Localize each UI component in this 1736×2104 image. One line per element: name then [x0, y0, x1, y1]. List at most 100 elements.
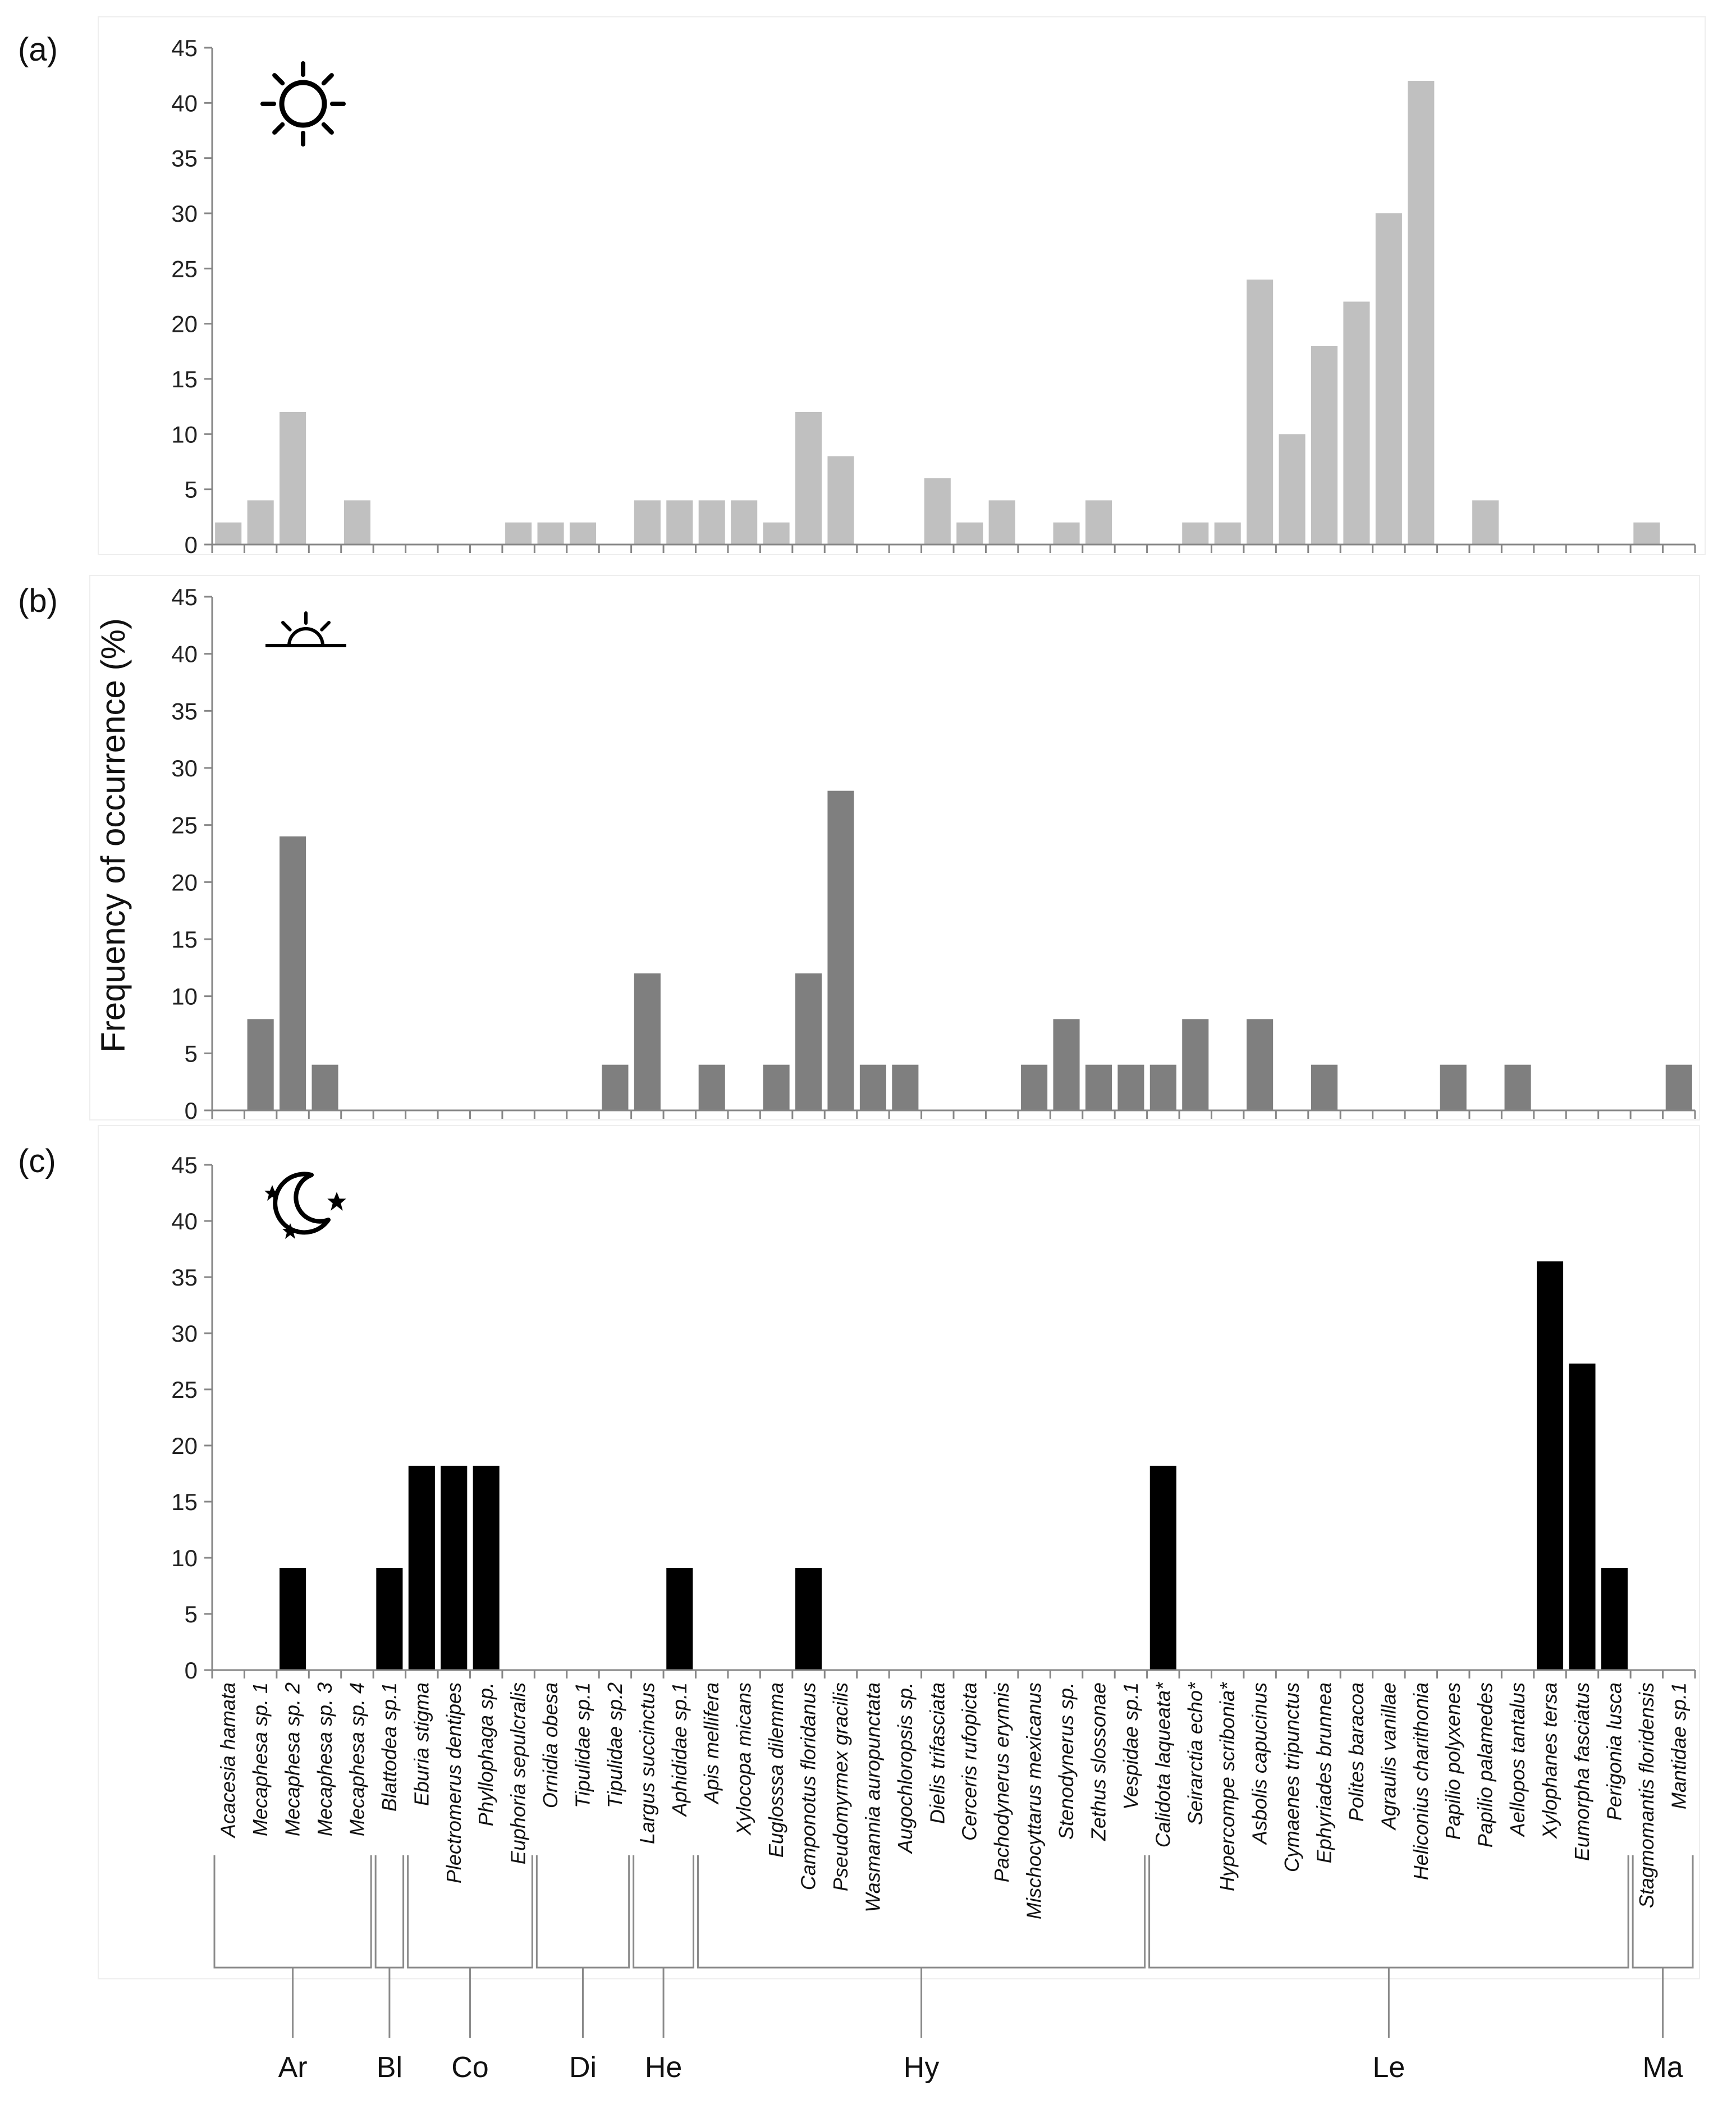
bar [1440, 1064, 1467, 1110]
x-tick-label: Vespidae sp.1 [1119, 1682, 1142, 1810]
x-tick-label: Ornidia obesa [539, 1682, 562, 1808]
group-bracket: Co [407, 1855, 533, 2084]
x-tick-label: Camponotus floridanus [797, 1682, 820, 1890]
x-tick-label: Plectromerus dentipes [442, 1682, 465, 1883]
bar [1343, 301, 1370, 545]
group-label: He [645, 2051, 682, 2084]
bar [1472, 500, 1499, 545]
x-tick-label: Dielis trifasciata [926, 1682, 949, 1824]
bar [1247, 280, 1274, 545]
bar [956, 522, 983, 545]
bar [473, 1466, 500, 1670]
y-tick-label: 20 [171, 1433, 198, 1459]
x-tick-label: Xylophanes tersa [1538, 1682, 1561, 1839]
chart-panel-1: 0 5 10 15 20 25 30 35 40 45 (a) [18, 16, 1706, 558]
bar [1279, 434, 1306, 545]
group-label: Di [569, 2051, 597, 2084]
x-tick-label: Zethus slossonae [1087, 1682, 1110, 1841]
x-tick-label: Mischocyttarus mexicanus [1023, 1682, 1046, 1919]
y-tick-label: 5 [185, 477, 198, 503]
x-tick-label: Cymaenes tripunctus [1280, 1682, 1303, 1872]
y-tick-label: 10 [171, 984, 198, 1010]
panel-label: (a) [18, 31, 58, 68]
y-tick-label: 40 [171, 641, 198, 667]
x-tick-label: Mecaphesa sp. 3 [313, 1682, 336, 1836]
bar [1214, 522, 1241, 545]
group-bracket: Di [535, 1855, 630, 2084]
bar [795, 973, 822, 1110]
x-tick-label: Apis mellifera [700, 1682, 723, 1805]
y-axis-label: Frequency of occurrence (%) [94, 618, 132, 1053]
y-tick-label: 30 [171, 755, 198, 781]
x-tick-label: Pachodynerus erynnis [990, 1682, 1013, 1882]
sun-half [287, 627, 324, 646]
bar [634, 500, 661, 545]
sun-ray [321, 122, 334, 135]
bar [1311, 346, 1338, 545]
panel-frame [98, 1125, 1700, 1979]
y-tick-label: 15 [171, 366, 198, 392]
bar [602, 1064, 629, 1110]
y-tick-label: 15 [171, 1489, 198, 1515]
x-tick-label: Largus succinctus [635, 1682, 658, 1844]
x-tick-label: Agraulis vanillae [1377, 1682, 1400, 1831]
group-bracket: Bl [374, 1855, 405, 2084]
bar [376, 1568, 403, 1670]
bar [408, 1466, 435, 1670]
sun-disc [279, 80, 327, 128]
bar [1247, 1019, 1274, 1110]
y-tick-label: 10 [171, 421, 198, 447]
x-tick-label: Seirarctia echo* [1184, 1682, 1207, 1825]
x-tick-label: Xylocopa micans [732, 1682, 755, 1836]
bar [859, 1064, 886, 1110]
y-tick-label: 0 [185, 1097, 198, 1124]
bar [505, 522, 532, 545]
x-tick-label: Mecaphesa sp. 4 [345, 1682, 368, 1836]
x-tick-label: Mecaphesa sp. 2 [281, 1682, 304, 1836]
x-tick-label: Wasmannia auropunctata [861, 1682, 884, 1913]
bar [795, 1568, 822, 1670]
x-tick-label: Hypercompe scribonia* [1216, 1682, 1239, 1891]
bar [1408, 81, 1435, 545]
x-tick-label: Blattodea sp.1 [378, 1682, 401, 1812]
sun-ray [281, 620, 292, 632]
star-icon [327, 1192, 346, 1211]
panel-label: (b) [18, 583, 58, 619]
group-label: Ar [278, 2051, 308, 2084]
bar [215, 522, 242, 545]
bar [1536, 1261, 1564, 1670]
sun-ray [320, 620, 331, 632]
group-bracket: Ar [213, 1855, 372, 2084]
y-tick-label: 25 [171, 255, 198, 282]
y-tick-label: 35 [171, 145, 198, 172]
bar [666, 500, 693, 545]
bar [1569, 1364, 1596, 1670]
x-tick-label: Euphoria sepulcralis [507, 1682, 530, 1864]
y-tick-label: 0 [185, 532, 198, 558]
x-tick-label: Eumorpha fasciatus [1570, 1682, 1593, 1861]
bar [569, 522, 597, 545]
bar [988, 500, 1015, 545]
bracket-line [697, 1855, 1146, 1969]
bar [537, 522, 564, 545]
x-tick-label: Tipulidae sp.2 [603, 1682, 626, 1808]
x-tick-label: Phyllophaga sp. [474, 1682, 497, 1826]
x-tick-label: Cerceris rufopicta [958, 1682, 981, 1841]
sun-ray [272, 73, 285, 86]
x-tick-label: Mantidae sp.1 [1667, 1682, 1690, 1809]
star-icon [282, 1223, 298, 1239]
y-tick-label: 20 [171, 311, 198, 337]
moon-icon [264, 1172, 346, 1239]
panel-frame [89, 575, 1700, 1120]
y-tick-label: 15 [171, 926, 198, 953]
bar [1633, 522, 1660, 545]
x-tick-label: Euglosssa dilemma [764, 1682, 787, 1858]
y-tick-label: 5 [185, 1601, 198, 1627]
x-tick-label: Acacesia hamata [217, 1682, 240, 1838]
x-tick-label: Polites baracoa [1345, 1682, 1368, 1822]
x-tick-label: Stagmomantis floridensis [1635, 1682, 1658, 1908]
chart-panel-2: 0 5 10 15 20 25 30 35 40 45 (b) [18, 575, 1700, 1124]
x-tick-label: Asbolis capucinus [1248, 1682, 1271, 1845]
y-tick-label: 45 [171, 1152, 198, 1178]
bar [1601, 1568, 1628, 1670]
